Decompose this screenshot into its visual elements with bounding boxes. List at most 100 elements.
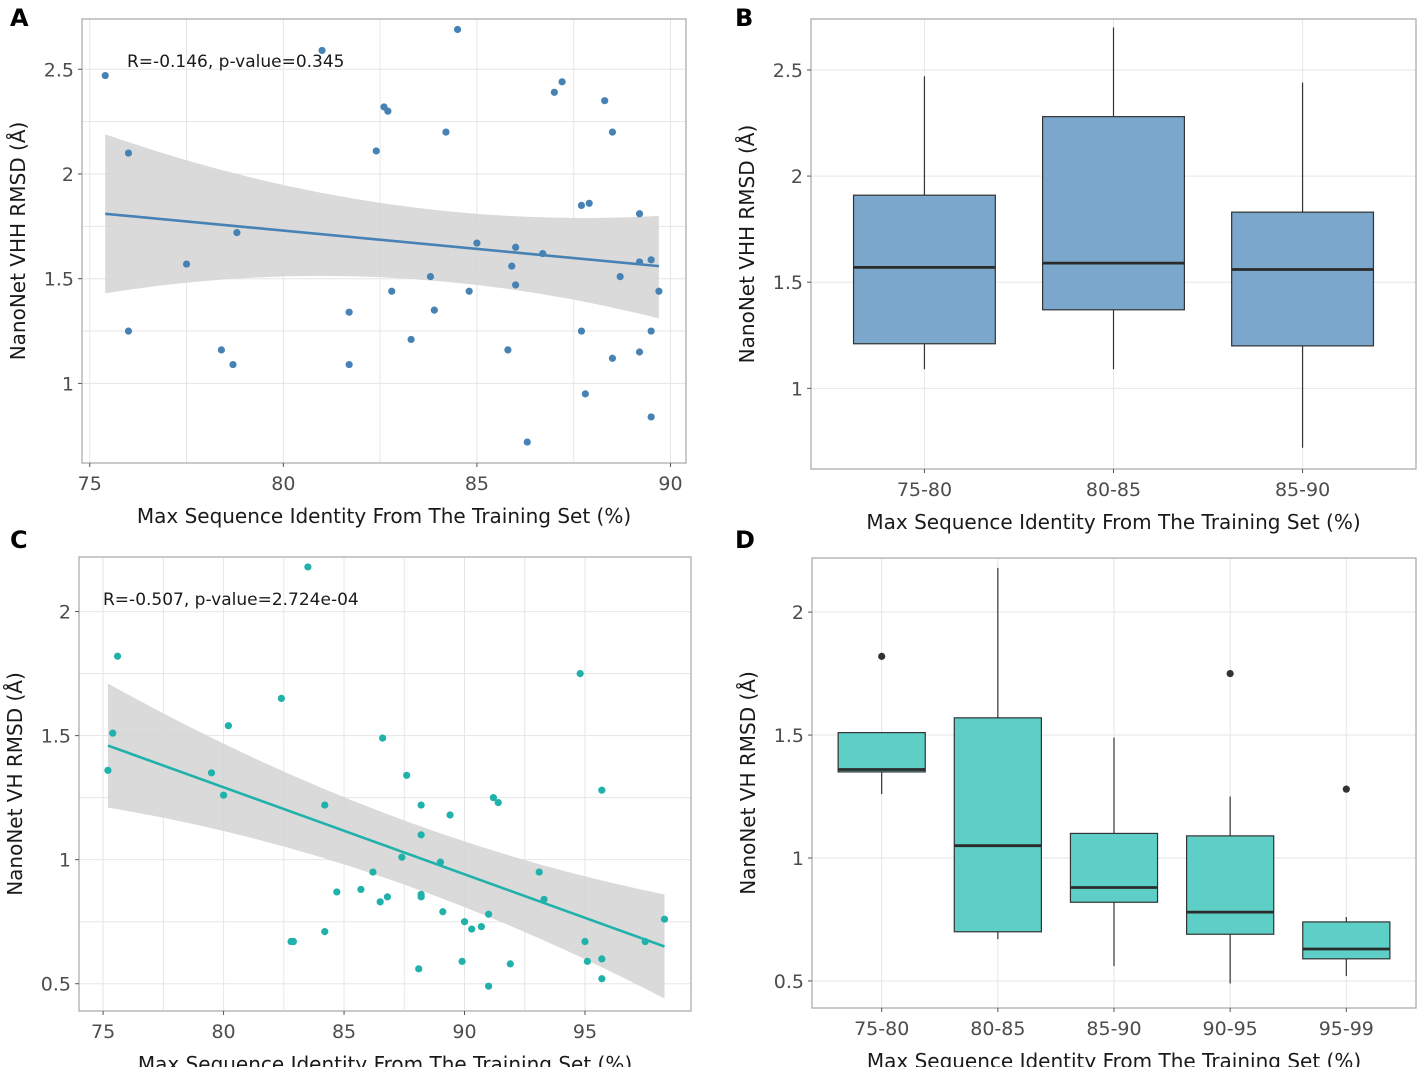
panel-b-ytick-label: 1.5 xyxy=(773,272,803,294)
panel-b-xtick-label: 80-85 xyxy=(1086,479,1141,501)
panel-a-ytick-label: 2.5 xyxy=(44,59,74,81)
panel-c-point xyxy=(485,982,493,990)
panel-a-point xyxy=(430,306,438,314)
panel-a-letter: A xyxy=(10,4,29,32)
panel-a-point xyxy=(581,390,589,398)
panel-d-box xyxy=(837,731,926,773)
panel-d-xtick-label: 75-80 xyxy=(854,1018,909,1040)
panel-d-outlier xyxy=(1226,669,1234,678)
panel-c-point xyxy=(415,965,423,973)
panel-c-point xyxy=(417,831,425,839)
panel-b-box xyxy=(852,194,996,345)
panel-c-point xyxy=(378,734,387,742)
panel-a-point xyxy=(635,210,644,218)
panel-a-xtick-label: 90 xyxy=(658,473,682,495)
panel-c-point xyxy=(598,955,606,963)
panel-a-xtick-label: 85 xyxy=(465,473,489,495)
panel-c-point xyxy=(383,893,392,901)
panel-a-annotation: R=-0.146, p-value=0.345 xyxy=(127,52,344,72)
panel-d-ytick-label: 2 xyxy=(792,602,804,624)
panel-c-point xyxy=(576,670,584,678)
panel-c-point xyxy=(321,928,329,936)
panel-c-point xyxy=(446,811,454,819)
panel-c-point xyxy=(417,801,425,809)
panel-a-point xyxy=(388,287,396,295)
panel-a-point xyxy=(384,107,392,115)
panel-d: 0.5 1 1.5 2 75-80 80-85 85-90 90-95 95-99 Max Seq… xyxy=(735,526,1417,1067)
panel-c-point xyxy=(104,766,112,774)
panel-b-ytick-label: 1 xyxy=(791,378,803,400)
panel-a-fit-line xyxy=(105,212,660,268)
panel-d-letter: D xyxy=(735,526,755,554)
panel-c-xtick-label: 95 xyxy=(573,1021,597,1043)
panel-a-point xyxy=(182,260,191,268)
panel-b-letter: B xyxy=(735,4,753,32)
panel-a-point xyxy=(504,346,512,354)
panel-d-outlier xyxy=(1342,785,1350,793)
panel-d-ylabel: NanoNet VH RMSD (Å) xyxy=(736,671,760,895)
panel-c-point xyxy=(369,868,377,876)
panel-a-xlabel: Max Sequence Identity From The Training … xyxy=(137,504,631,528)
panel-a-point xyxy=(465,287,473,295)
panel-d-xtick-label: 90-95 xyxy=(1203,1018,1258,1040)
panel-d-xtick-label: 95-99 xyxy=(1319,1018,1374,1040)
panel-a-point xyxy=(345,308,353,316)
panel-c-annotation: R=-0.507, p-value=2.724e-04 xyxy=(103,590,359,610)
panel-a-point xyxy=(655,287,663,295)
panel-c-point xyxy=(535,868,543,876)
panel-c-point xyxy=(289,937,298,946)
panel-d-ytick-label: 1 xyxy=(792,848,804,870)
panel-d-box xyxy=(1069,832,1159,903)
panel-a-point xyxy=(124,149,133,157)
panel-d-xtick-label: 80-85 xyxy=(970,1018,1025,1040)
panel-a-point xyxy=(523,438,531,446)
panel-c-point xyxy=(458,957,466,965)
panel-a-frame xyxy=(81,18,687,464)
panel-c-point xyxy=(304,563,312,571)
panel-b-xtick-label: 75-80 xyxy=(897,479,952,501)
panel-c-point xyxy=(109,729,117,737)
panel-a-point xyxy=(426,273,435,281)
panel-c-point xyxy=(439,908,447,916)
panel-c-ytick-label: 1 xyxy=(59,850,71,872)
panel-c-xtick-label: 85 xyxy=(332,1021,356,1043)
panel-b-xtick-label: 85-90 xyxy=(1275,479,1330,501)
panel-c-point xyxy=(506,960,514,968)
panel-d-box xyxy=(953,717,1043,933)
panel-d-box xyxy=(1302,921,1391,960)
panel-c-ytick-label: 0.5 xyxy=(41,974,71,996)
panel-c-xtick-label: 80 xyxy=(211,1021,235,1043)
panel-a-point xyxy=(585,199,593,207)
panel-a-point xyxy=(345,360,353,369)
panel-c-point xyxy=(277,694,285,703)
panel-b-ytick-label: 2.5 xyxy=(773,60,803,82)
panel-c-point xyxy=(219,791,228,799)
panel-c-xtick-label: 75 xyxy=(91,1021,115,1043)
panel-c-letter: C xyxy=(10,526,28,554)
panel-a-point xyxy=(473,239,481,247)
panel-c-point xyxy=(417,893,425,901)
panel-d-box xyxy=(1185,835,1275,935)
panel-a-point xyxy=(577,201,586,209)
panel-a-point xyxy=(101,71,109,80)
panel-c-point xyxy=(357,885,365,894)
panel-b-ylabel: NanoNet VHH RMSD (Å) xyxy=(735,125,759,364)
panel-c-point xyxy=(376,898,384,906)
panel-c-point xyxy=(485,910,493,918)
panel-a-point xyxy=(233,229,241,237)
panel-d-xtick-label: 85-90 xyxy=(1086,1018,1141,1040)
panel-a-point xyxy=(608,354,617,362)
panel-c-point xyxy=(207,769,216,777)
panel-c-point xyxy=(468,925,476,933)
panel-a-point xyxy=(512,281,520,289)
panel-c-point xyxy=(113,652,122,660)
panel-a-point xyxy=(453,25,462,34)
panel-c-point xyxy=(598,975,606,983)
panel-c-point xyxy=(477,923,485,931)
panel-b-box xyxy=(1231,211,1375,347)
panel-a: R=-0.146, p-value=0.345 1 1.5 2 2.5 75 80 85 90 M… xyxy=(6,4,687,528)
panel-a-confidence-band xyxy=(105,134,659,319)
panel-c-point xyxy=(398,853,406,861)
panel-a-point xyxy=(550,88,558,96)
